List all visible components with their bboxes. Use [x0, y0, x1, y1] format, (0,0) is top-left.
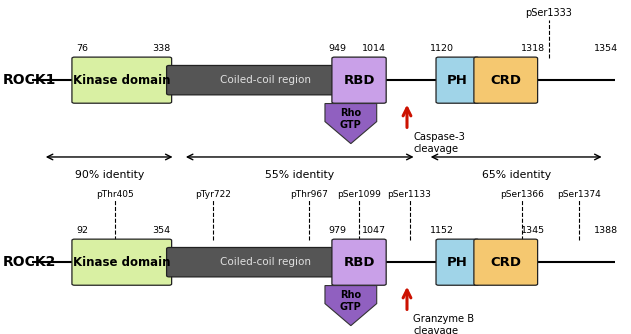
Text: pThr967: pThr967 [290, 190, 328, 199]
Polygon shape [325, 104, 377, 144]
Text: PH: PH [447, 256, 468, 269]
Text: 1354: 1354 [594, 44, 618, 53]
Text: Coiled-coil region: Coiled-coil region [220, 75, 312, 85]
Text: 1318: 1318 [521, 44, 545, 53]
Text: Rho
GTP: Rho GTP [340, 290, 362, 312]
FancyBboxPatch shape [332, 57, 386, 103]
Text: RBD: RBD [343, 256, 375, 269]
Text: CRD: CRD [490, 256, 521, 269]
Text: 76: 76 [76, 44, 88, 53]
Polygon shape [325, 286, 377, 326]
Text: 979: 979 [329, 226, 346, 235]
Text: pSer1374: pSer1374 [557, 190, 601, 199]
FancyBboxPatch shape [167, 65, 365, 95]
Text: 1014: 1014 [362, 44, 386, 53]
FancyBboxPatch shape [72, 57, 172, 103]
Text: 90% identity: 90% identity [74, 170, 144, 180]
Text: PH: PH [447, 74, 468, 87]
Text: Granzyme B
cleavage: Granzyme B cleavage [413, 314, 475, 334]
Text: 92: 92 [76, 226, 88, 235]
FancyBboxPatch shape [436, 239, 479, 285]
FancyBboxPatch shape [474, 239, 538, 285]
Text: 65% identity: 65% identity [481, 170, 551, 180]
Text: Rho
GTP: Rho GTP [340, 108, 362, 130]
Text: 354: 354 [152, 226, 170, 235]
Text: 1152: 1152 [430, 226, 454, 235]
FancyBboxPatch shape [332, 239, 386, 285]
Text: pTyr722: pTyr722 [195, 190, 230, 199]
Text: 949: 949 [329, 44, 346, 53]
Text: 1047: 1047 [362, 226, 386, 235]
Text: 55% identity: 55% identity [265, 170, 334, 180]
Text: pThr405: pThr405 [97, 190, 134, 199]
Text: CRD: CRD [490, 74, 521, 87]
Text: 1388: 1388 [594, 226, 618, 235]
Text: pSer1133: pSer1133 [387, 190, 432, 199]
Text: ROCK1: ROCK1 [3, 73, 57, 87]
Text: 1120: 1120 [430, 44, 454, 53]
Text: pSer1333: pSer1333 [526, 8, 572, 18]
Text: RBD: RBD [343, 74, 375, 87]
Text: pSer1366: pSer1366 [500, 190, 545, 199]
Text: 1345: 1345 [521, 226, 545, 235]
Text: Coiled-coil region: Coiled-coil region [220, 257, 312, 267]
Text: Caspase-3
cleavage: Caspase-3 cleavage [413, 132, 465, 154]
FancyBboxPatch shape [474, 57, 538, 103]
Text: ROCK2: ROCK2 [3, 255, 57, 269]
FancyBboxPatch shape [436, 57, 479, 103]
FancyBboxPatch shape [167, 247, 365, 277]
Text: 338: 338 [152, 44, 170, 53]
Text: Kinase domain: Kinase domain [73, 256, 170, 269]
Text: pSer1099: pSer1099 [337, 190, 381, 199]
FancyBboxPatch shape [72, 239, 172, 285]
Text: Kinase domain: Kinase domain [73, 74, 170, 87]
